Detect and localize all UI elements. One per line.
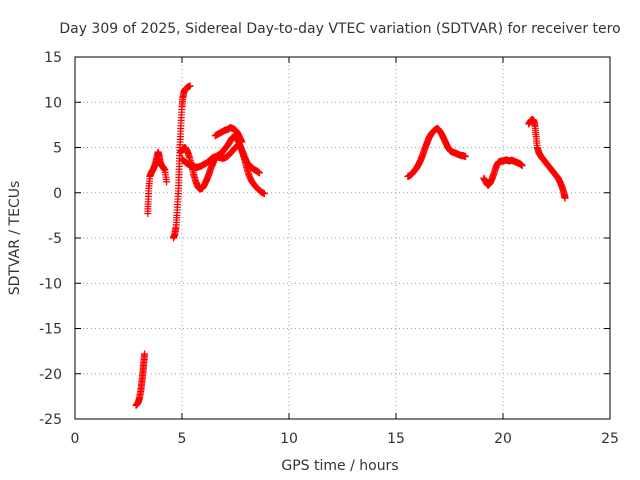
data-point (462, 153, 470, 161)
y-axis-label: SDTVAR / TECUs (7, 181, 23, 296)
y-tick-label: -10 (39, 276, 62, 292)
x-tick-label: 10 (280, 431, 298, 447)
x-tick-label: 0 (71, 431, 80, 447)
data-point (561, 194, 569, 202)
y-tick-label: -5 (48, 231, 62, 247)
data-point (141, 350, 149, 358)
y-tick-label: 5 (53, 141, 62, 157)
y-tick-label: 0 (53, 186, 62, 202)
data-point (518, 162, 526, 170)
y-tick-label: -15 (39, 322, 62, 338)
data-point (163, 178, 171, 186)
y-tick-label: -25 (39, 412, 62, 428)
x-tick-label: 15 (387, 431, 405, 447)
chart-title: Day 309 of 2025, Sidereal Day-to-day VTE… (59, 21, 620, 37)
data-point (238, 138, 246, 146)
y-tick-label: -20 (39, 367, 62, 383)
x-tick-label: 5 (178, 431, 187, 447)
data-points (132, 82, 569, 409)
x-tick-label: 25 (601, 431, 619, 447)
x-tick-label: 20 (494, 431, 512, 447)
data-point (186, 82, 194, 90)
data-point (255, 169, 263, 177)
x-axis-label: GPS time / hours (281, 458, 398, 474)
grid-lines (75, 57, 610, 419)
y-tick-label: 10 (44, 95, 62, 111)
y-tick-label: 15 (44, 50, 62, 66)
axis-ticks: 0 5 10 15 20 25 -25 -20 -15 -10 -5 0 5 10 15 (39, 50, 619, 447)
data-point (260, 190, 268, 198)
